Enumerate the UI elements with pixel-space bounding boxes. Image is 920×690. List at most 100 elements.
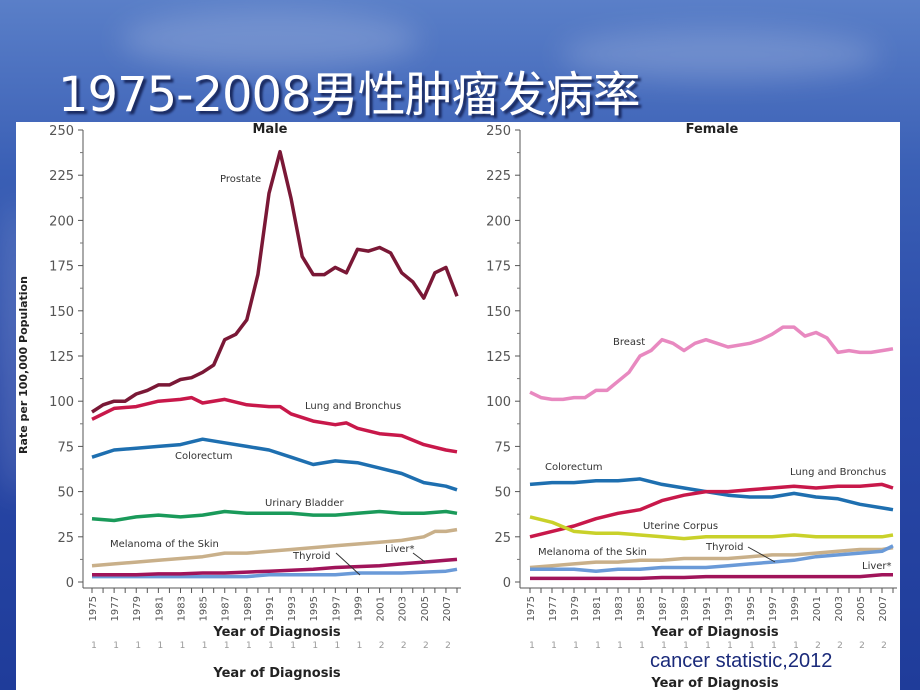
- stray-tick-char: 2: [401, 641, 407, 651]
- thyroid-leader-line: [335, 552, 361, 576]
- x-tick-label: 2003: [398, 596, 409, 621]
- stray-tick-char: 1: [595, 641, 601, 651]
- x-tick-label: 1995: [746, 596, 757, 621]
- x-tick-label: 1983: [614, 596, 625, 621]
- series-label: Breast: [613, 337, 645, 348]
- series-label: Colorectum: [175, 451, 233, 462]
- stray-tick-char: 1: [180, 641, 186, 651]
- y-tick-label: 50: [494, 486, 511, 501]
- series-line-colorectum: [529, 477, 894, 512]
- y-tick-label: 150: [49, 305, 74, 320]
- x-axis-label: Year of Diagnosis: [212, 625, 341, 640]
- x-tick-label: 2005: [856, 596, 867, 621]
- y-tick-label: 175: [49, 260, 74, 275]
- liver-leader-line: [412, 552, 426, 563]
- x-tick-label: 1991: [265, 596, 276, 621]
- series-line-prostate: [91, 149, 459, 414]
- series-line-uterine-corpus: [529, 515, 894, 541]
- stray-tick-char: 1: [617, 641, 623, 651]
- x-tick-label: 1993: [724, 596, 735, 621]
- stray-tick-char: 2: [423, 641, 429, 651]
- y-tick-label: 75: [57, 440, 74, 455]
- x-tick-label: 1985: [199, 596, 210, 621]
- y-tick-label: 0: [66, 576, 74, 591]
- stray-tick-char: 2: [445, 641, 451, 651]
- stray-tick-char: 1: [312, 641, 318, 651]
- stray-tick-char: 1: [113, 641, 119, 651]
- series-line-lung-and-bronchus: [529, 482, 894, 539]
- y-tick-label: 250: [49, 124, 74, 139]
- series-line-melanoma-of-the-skin: [91, 527, 458, 568]
- background-cloud: [120, 10, 420, 70]
- x-tick-label: 1985: [636, 596, 647, 621]
- series-line-melanoma-of-the-skin: [529, 545, 894, 570]
- background-cloud: [560, 30, 880, 80]
- stray-tick-char: 1: [573, 641, 579, 651]
- stray-tick-char: 1: [91, 641, 97, 651]
- stray-tick-char: 1: [749, 641, 755, 651]
- slide-title: 1975-2008男性肿瘤发病率: [58, 67, 641, 123]
- series-label: Urinary Bladder: [265, 498, 344, 509]
- stray-tick-char: 1: [551, 641, 557, 651]
- chart-title: Male: [253, 122, 288, 137]
- stray-tick-char: 2: [837, 641, 843, 651]
- x-tick-label: 2001: [376, 596, 387, 621]
- y-tick-label: 250: [486, 124, 511, 139]
- x-tick-label: 1977: [110, 596, 121, 621]
- stray-tick-char: 1: [268, 641, 274, 651]
- y-tick-label: 125: [49, 350, 74, 365]
- x-tick-label: 1975: [88, 596, 99, 621]
- thyroid-leader-line: [747, 546, 776, 563]
- x-tick-label: 1999: [353, 596, 364, 621]
- y-tick-label: 25: [57, 531, 74, 546]
- stray-tick-char: 2: [859, 641, 865, 651]
- stray-tick-char: 1: [357, 641, 363, 651]
- x-tick-label: 1987: [221, 596, 232, 621]
- x-tick-label: 1999: [790, 596, 801, 621]
- stray-tick-char: 1: [793, 641, 799, 651]
- series-line-thyroid: [530, 544, 894, 573]
- stray-tick-char: 1: [771, 641, 777, 651]
- x-tick-label: 1983: [176, 596, 187, 621]
- series-line-urinary-bladder: [91, 509, 458, 523]
- stray-tick-char: 1: [334, 641, 340, 651]
- x-tick-label: 1977: [548, 596, 559, 621]
- series-label: Melanoma of the Skin: [538, 547, 647, 558]
- x-tick-label: 2005: [420, 596, 431, 621]
- y-tick-label: 125: [486, 350, 511, 365]
- x-tick-label: 1995: [309, 596, 320, 621]
- x-tick-label: 1997: [331, 596, 342, 621]
- stray-tick-char: 1: [135, 641, 141, 651]
- series-label: Lung and Bronchus: [305, 401, 401, 412]
- series-label: Colorectum: [545, 462, 603, 473]
- stray-tick-char: 2: [815, 641, 821, 651]
- x-tick-label: 2003: [834, 596, 845, 621]
- y-tick-label: 175: [486, 260, 511, 275]
- series-line-breast: [529, 325, 894, 402]
- series-label: Thyroid: [292, 551, 331, 562]
- y-tick-label: 25: [494, 531, 511, 546]
- x-axis-label-duplicate: Year of Diagnosis: [650, 676, 779, 690]
- x-tick-label: 1993: [287, 596, 298, 621]
- series-line-liver: [92, 557, 458, 577]
- x-tick-label: 2007: [878, 596, 889, 621]
- stray-tick-char: 1: [727, 641, 733, 651]
- series-label: Liver*: [862, 561, 892, 572]
- stray-tick-char: 1: [661, 641, 667, 651]
- stray-tick-char: 2: [379, 641, 385, 651]
- series-label: Prostate: [220, 174, 261, 185]
- x-tick-label: 1975: [526, 596, 537, 621]
- y-tick-label: 100: [49, 395, 74, 410]
- y-tick-label: 225: [486, 169, 511, 184]
- stray-tick-char: 1: [639, 641, 645, 651]
- x-tick-label: 2007: [442, 596, 453, 621]
- chart-image-panel: Male 0 25 50 75 100 125 150 175 200 225 250 1975 1977…: [16, 122, 900, 690]
- x-tick-label: 1989: [680, 596, 691, 621]
- stray-tick-char: 1: [246, 641, 252, 651]
- stray-tick-char: 1: [157, 641, 163, 651]
- series-line-lung-and-bronchus: [91, 395, 458, 454]
- x-axis-label: Year of Diagnosis: [650, 625, 779, 640]
- x-tick-label: 1979: [570, 596, 581, 621]
- y-axis-label: Rate per 100,000 Population: [17, 276, 30, 454]
